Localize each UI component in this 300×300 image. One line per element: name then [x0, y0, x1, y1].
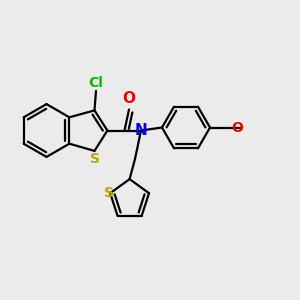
Text: S: S [90, 152, 100, 167]
Text: N: N [135, 123, 147, 138]
Text: S: S [104, 186, 114, 200]
Text: O: O [231, 121, 243, 134]
Text: O: O [122, 91, 136, 106]
Text: Cl: Cl [88, 76, 104, 90]
